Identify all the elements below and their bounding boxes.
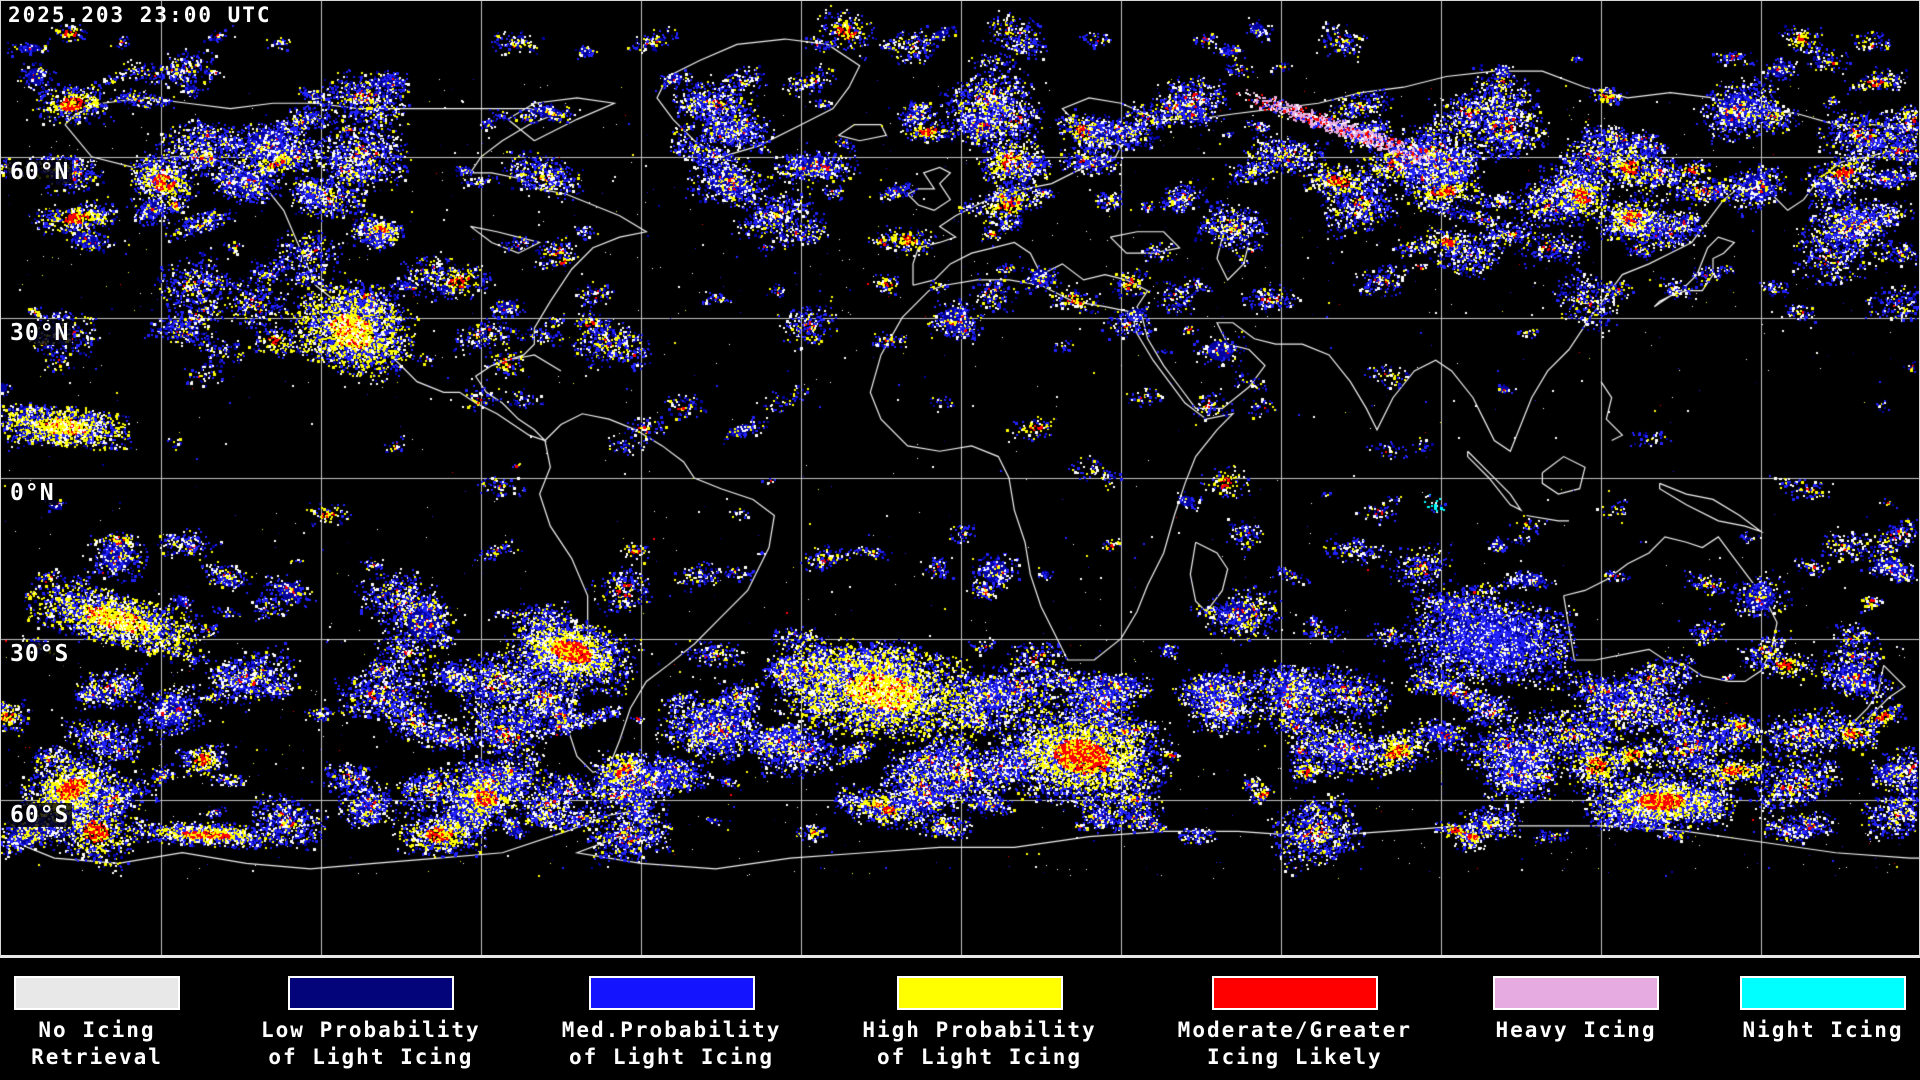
legend-label-line1: Med.Probability: [561, 1018, 782, 1042]
med-probability-swatch: [588, 976, 755, 1010]
lat-label-30n: 30°N: [7, 321, 73, 345]
legend-item-med-probability: Med.Probability of Light Icing: [562, 976, 782, 1071]
no-icing-swatch: [14, 976, 180, 1010]
heavy-icing-swatch: [1492, 976, 1659, 1010]
legend-label-line1: Night Icing: [1742, 1018, 1904, 1042]
legend-label-line2: of Light Icing: [268, 1045, 474, 1069]
world-map-frame: 2025.203 23:00 UTC 60°N 30°N 0°N 30°S 60…: [0, 0, 1920, 958]
lat-label-60n: 60°N: [7, 160, 73, 184]
legend-item-night-icing: Night Icing: [1740, 976, 1906, 1044]
lat-label-30s: 30°S: [7, 642, 73, 666]
legend-item-moderate-greater: Moderate/Greater Icing Likely: [1178, 976, 1412, 1071]
legend-item-high-probability: High Probability of Light Icing: [862, 976, 1096, 1071]
legend-item-no-icing: No Icing Retrieval: [14, 976, 180, 1071]
legend-label-line2: of Light Icing: [569, 1045, 775, 1069]
legend-label-line2: Icing Likely: [1206, 1045, 1383, 1069]
heavy-icing-label: Heavy Icing: [1495, 1017, 1656, 1044]
lat-label-0n: 0°N: [7, 481, 58, 505]
night-icing-label: Night Icing: [1742, 1017, 1903, 1044]
moderate-greater-label: Moderate/Greater Icing Likely: [1178, 1017, 1412, 1071]
legend-label-line1: No Icing: [38, 1018, 156, 1042]
lat-label-60s: 60°S: [7, 803, 73, 827]
med-probability-label: Med.Probability of Light Icing: [562, 1017, 782, 1071]
moderate-greater-swatch: [1211, 976, 1378, 1010]
legend-item-heavy-icing: Heavy Icing: [1492, 976, 1659, 1044]
high-probability-label: High Probability of Light Icing: [862, 1017, 1096, 1071]
legend-label-line2: Retrieval: [31, 1045, 163, 1069]
icing-map-canvas: [1, 1, 1919, 955]
legend-label-line1: Low Probability: [261, 1018, 481, 1042]
legend-label-line1: Heavy Icing: [1495, 1018, 1657, 1042]
night-icing-swatch: [1740, 976, 1906, 1010]
legend-item-low-probability: Low Probability of Light Icing: [261, 976, 481, 1071]
timestamp: 2025.203 23:00 UTC: [8, 3, 272, 27]
legend-bar: No Icing Retrieval Low Probability of Ligh…: [0, 962, 1920, 1080]
legend-label-line1: High Probability: [862, 1018, 1097, 1042]
legend-label-line2: of Light Icing: [877, 1045, 1083, 1069]
low-probability-swatch: [287, 976, 454, 1010]
low-probability-label: Low Probability of Light Icing: [261, 1017, 481, 1071]
legend-label-line1: Moderate/Greater: [1177, 1018, 1412, 1042]
high-probability-swatch: [896, 976, 1063, 1010]
no-icing-label: No Icing Retrieval: [31, 1017, 163, 1071]
